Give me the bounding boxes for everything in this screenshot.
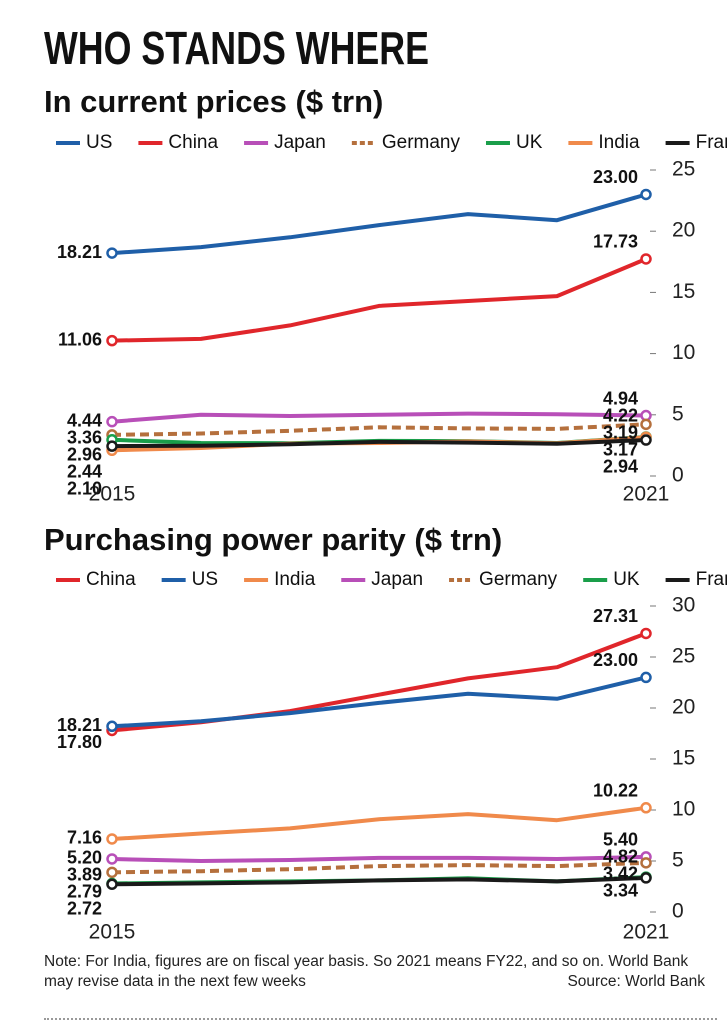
value-label: 2.94 — [603, 456, 638, 476]
y-tick-label: 20 — [672, 219, 695, 242]
value-label: 3.17 — [603, 439, 638, 459]
endpoint-marker — [106, 334, 118, 347]
y-tick-label: 15 — [672, 280, 695, 303]
value-label: 17.73 — [593, 232, 638, 252]
legend-label: China — [86, 569, 136, 590]
endpoint-marker — [640, 434, 652, 446]
note: Note: For India, figures are on fiscal y… — [44, 953, 689, 990]
source: Source: World Bank — [567, 973, 705, 990]
value-label: 4.22 — [603, 405, 638, 425]
x-tick-label: 2021 — [623, 921, 670, 944]
infographic: WHO STANDS WHERE In current prices ($ tr… — [44, 22, 727, 944]
endpoint-marker — [640, 671, 652, 684]
y-tick-label: 30 — [672, 594, 695, 617]
series-line — [111, 422, 647, 437]
endpoint-marker — [106, 247, 118, 259]
x-tick-label: 2021 — [623, 483, 670, 506]
page-title: WHO STANDS WHERE — [44, 22, 429, 74]
endpoint-marker — [640, 872, 652, 884]
chart-title: In current prices ($ trn) — [44, 84, 383, 119]
value-label: 23.00 — [593, 650, 638, 670]
y-tick-label: 20 — [672, 696, 695, 719]
legend-label: Japan — [274, 132, 326, 153]
legend-label: Germany — [479, 569, 558, 590]
y-tick-label: 0 — [672, 464, 684, 487]
legend-label: India — [274, 569, 316, 590]
y-tick-label: 5 — [672, 402, 684, 425]
endpoint-marker — [640, 857, 652, 869]
endpoint-marker — [106, 878, 118, 891]
value-label: 2.72 — [67, 899, 102, 919]
y-tick-label: 10 — [672, 341, 695, 364]
value-label: 18.21 — [57, 715, 102, 735]
value-label: 11.06 — [58, 329, 102, 349]
y-tick-label: 0 — [672, 900, 684, 923]
series-line — [111, 631, 647, 733]
endpoint-marker — [106, 720, 118, 733]
series-line — [111, 805, 647, 841]
endpoint-marker — [106, 415, 118, 428]
endpoint-marker — [640, 627, 652, 640]
value-label: 3.42 — [603, 864, 638, 884]
series-line — [111, 675, 647, 729]
value-label: 3.34 — [603, 881, 638, 901]
x-tick-label: 2015 — [89, 483, 136, 506]
value-label: 4.82 — [603, 847, 638, 867]
legend-label: France — [696, 132, 727, 153]
y-tick-label: 15 — [672, 747, 695, 770]
series-line — [111, 875, 647, 887]
legend-label: Japan — [371, 569, 423, 590]
legend-label: France — [696, 569, 727, 590]
value-label: 2.10 — [67, 478, 102, 498]
legend-label: UK — [613, 569, 640, 590]
y-tick-label: 10 — [672, 798, 695, 821]
value-label: 4.94 — [603, 388, 638, 408]
value-label: 2.79 — [67, 882, 102, 902]
value-label: 2.96 — [67, 444, 102, 464]
y-tick-label: 25 — [672, 645, 695, 668]
series-line — [111, 860, 647, 875]
series-line — [111, 192, 647, 256]
legend-label: Germany — [382, 132, 461, 153]
legend-label: UK — [516, 132, 543, 153]
series-line — [111, 854, 647, 863]
value-label: 4.44 — [67, 410, 102, 430]
value-label: 3.89 — [67, 865, 102, 885]
legend-label: US — [86, 132, 112, 153]
value-label: 17.80 — [57, 732, 102, 752]
y-tick-label: 5 — [672, 849, 684, 872]
endpoint-marker — [640, 253, 652, 265]
value-label: 2.44 — [67, 461, 102, 481]
value-label: 18.21 — [57, 242, 102, 262]
value-label: 3.36 — [67, 427, 102, 447]
endpoint-marker — [640, 188, 652, 201]
y-tick-label: 25 — [672, 158, 695, 181]
value-label: 7.16 — [67, 828, 102, 848]
series-line — [111, 411, 647, 424]
value-label: 23.00 — [593, 167, 638, 187]
value-label: 10.22 — [593, 781, 638, 801]
value-label: 3.19 — [603, 422, 638, 442]
legend-label: US — [192, 569, 218, 590]
value-label: 5.40 — [603, 830, 638, 850]
value-label: 27.31 — [593, 606, 638, 626]
value-label: 5.20 — [67, 848, 102, 868]
endpoint-marker — [640, 802, 652, 814]
legend-label: India — [598, 132, 640, 153]
endpoint-marker — [106, 866, 118, 879]
endpoint-marker — [640, 418, 652, 431]
x-tick-label: 2015 — [89, 921, 136, 944]
legend-label: China — [168, 132, 218, 153]
series-line — [111, 257, 647, 343]
chart-title: Purchasing power parity ($ trn) — [44, 522, 502, 557]
endpoint-marker — [106, 853, 118, 865]
endpoint-marker — [106, 440, 118, 452]
divider — [44, 1018, 717, 1020]
endpoint-marker — [106, 833, 118, 845]
series-line — [111, 438, 647, 449]
